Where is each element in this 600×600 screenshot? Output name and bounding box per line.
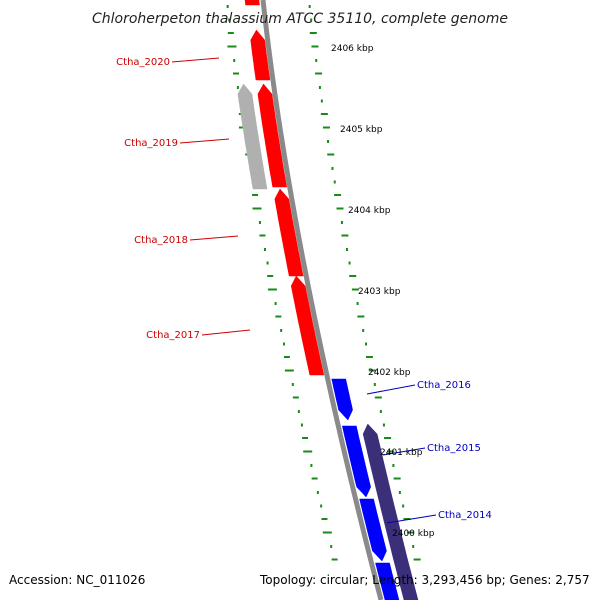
tick-label: 2401 kbp — [380, 448, 423, 458]
label-leader-line — [366, 384, 416, 395]
label-leader-line — [382, 447, 426, 456]
gene-feature-ctha-2021 — [244, 0, 260, 6]
genome-summary: Topology: circular; Length: 3,293,456 bp… — [260, 573, 590, 587]
map-title: Chloroherpeton thalassium ATCC 35110, co… — [92, 11, 508, 27]
label-leader-line — [386, 514, 437, 524]
gene-features — [237, 0, 419, 600]
gene-feature-ctha-2015 — [341, 425, 371, 498]
tick-label: 2404 kbp — [348, 206, 391, 216]
gene-feature-ctha-2016 — [331, 378, 353, 421]
gene-label[interactable]: Ctha_2017 — [146, 330, 200, 341]
gene-label[interactable]: Ctha_2015 — [427, 443, 481, 454]
gene-label[interactable]: Ctha_2018 — [134, 235, 188, 246]
gene-label[interactable]: Ctha_2019 — [124, 138, 178, 149]
label-leader-line — [171, 57, 220, 63]
gene-feature-ctha-2020 — [250, 29, 271, 81]
gene-label[interactable]: Ctha_2020 — [116, 57, 170, 68]
label-leader-line — [179, 138, 230, 144]
label-leader-line — [201, 329, 251, 336]
gene-feature-ctha-2014 — [359, 498, 387, 562]
tick-label: 2400 kbp — [392, 529, 435, 539]
tick-marks-inner — [308, 5, 421, 561]
genome-backbone — [260, 0, 384, 600]
tick-label: 2405 kbp — [340, 125, 383, 135]
gene-feature-ctha-2015-pseudo — [362, 423, 419, 600]
accession-label: Accession: NC_011026 — [9, 573, 146, 587]
tick-label: 2402 kbp — [368, 368, 411, 378]
tick-label: 2406 kbp — [331, 44, 374, 54]
gene-feature-ctha-2019 — [257, 83, 287, 188]
label-leader-line — [189, 235, 239, 241]
gene-feature-ctha-2019-pseudo — [237, 83, 268, 190]
gene-feature-ctha-2017 — [290, 275, 325, 376]
gene-feature-ctha-2013 — [375, 562, 400, 600]
gene-label[interactable]: Ctha_2014 — [438, 510, 492, 521]
tick-label: 2403 kbp — [358, 287, 401, 297]
gene-label-leaders — [171, 57, 437, 524]
gene-label[interactable]: Ctha_2016 — [417, 380, 471, 391]
